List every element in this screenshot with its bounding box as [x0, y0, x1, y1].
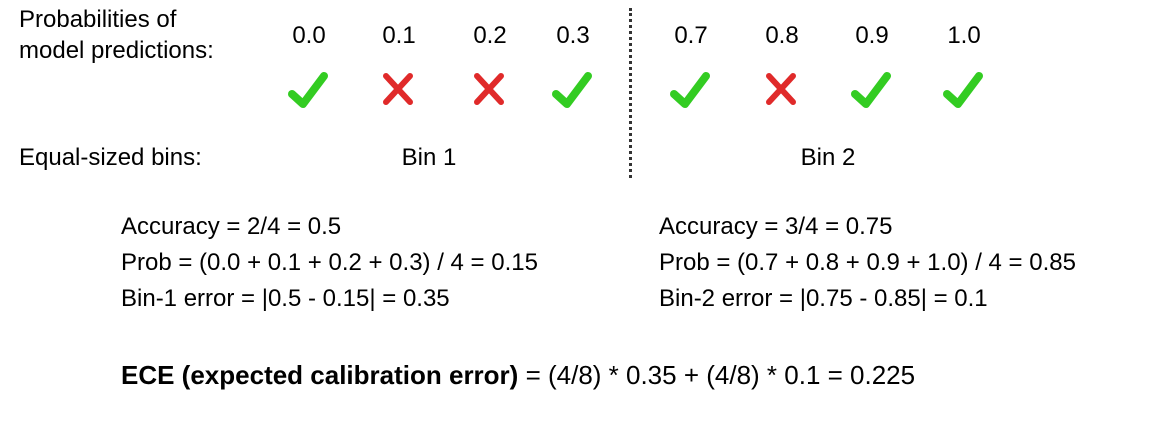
ece-label: ECE (expected calibration error) [121, 360, 519, 390]
prediction-prob-2: 0.2 [473, 22, 507, 49]
bins-label: Equal-sized bins: [19, 144, 202, 171]
ece-formula: ECE (expected calibration error) = (4/8)… [121, 360, 915, 391]
check-icon [284, 70, 334, 110]
prediction-prob-0: 0.0 [292, 22, 326, 49]
bin-1-prob: Prob = (0.0 + 0.1 + 0.2 + 0.3) / 4 = 0.1… [121, 249, 538, 276]
probabilities-label-line2: model predictions: [19, 37, 214, 64]
bin-2-calculations: Accuracy = 3/4 = 0.75 Prob = (0.7 + 0.8 … [659, 209, 1076, 317]
bin-1-accuracy: Accuracy = 2/4 = 0.5 [121, 213, 342, 240]
prediction-prob-1: 0.1 [382, 22, 416, 49]
bin-1-calculations: Accuracy = 2/4 = 0.5 Prob = (0.0 + 0.1 +… [121, 209, 538, 317]
check-icon [666, 70, 716, 110]
check-icon [847, 70, 897, 110]
cross-icon [757, 70, 807, 110]
prediction-prob-4: 0.7 [674, 22, 708, 49]
cross-icon [374, 70, 424, 110]
probabilities-label-line1: Probabilities of [19, 6, 177, 33]
check-icon [548, 70, 598, 110]
prediction-prob-5: 0.8 [765, 22, 799, 49]
prediction-prob-7: 1.0 [947, 22, 981, 49]
bin-2-accuracy: Accuracy = 3/4 = 0.75 [659, 213, 893, 240]
cross-icon [465, 70, 515, 110]
ece-expression: = (4/8) * 0.35 + (4/8) * 0.1 = 0.225 [518, 360, 916, 390]
prediction-prob-6: 0.9 [855, 22, 889, 49]
bin-2-label: Bin 2 [800, 144, 856, 171]
bin-1-label: Bin 1 [401, 144, 457, 171]
check-icon [939, 70, 989, 110]
prediction-prob-3: 0.3 [556, 22, 590, 49]
bin-divider [629, 8, 632, 178]
bin-1-error: Bin-1 error = |0.5 - 0.15| = 0.35 [121, 285, 450, 312]
bin-2-error: Bin-2 error = |0.75 - 0.85| = 0.1 [659, 285, 988, 312]
probabilities-label: Probabilities of model predictions: [19, 4, 214, 66]
bin-2-prob: Prob = (0.7 + 0.8 + 0.9 + 1.0) / 4 = 0.8… [659, 249, 1076, 276]
